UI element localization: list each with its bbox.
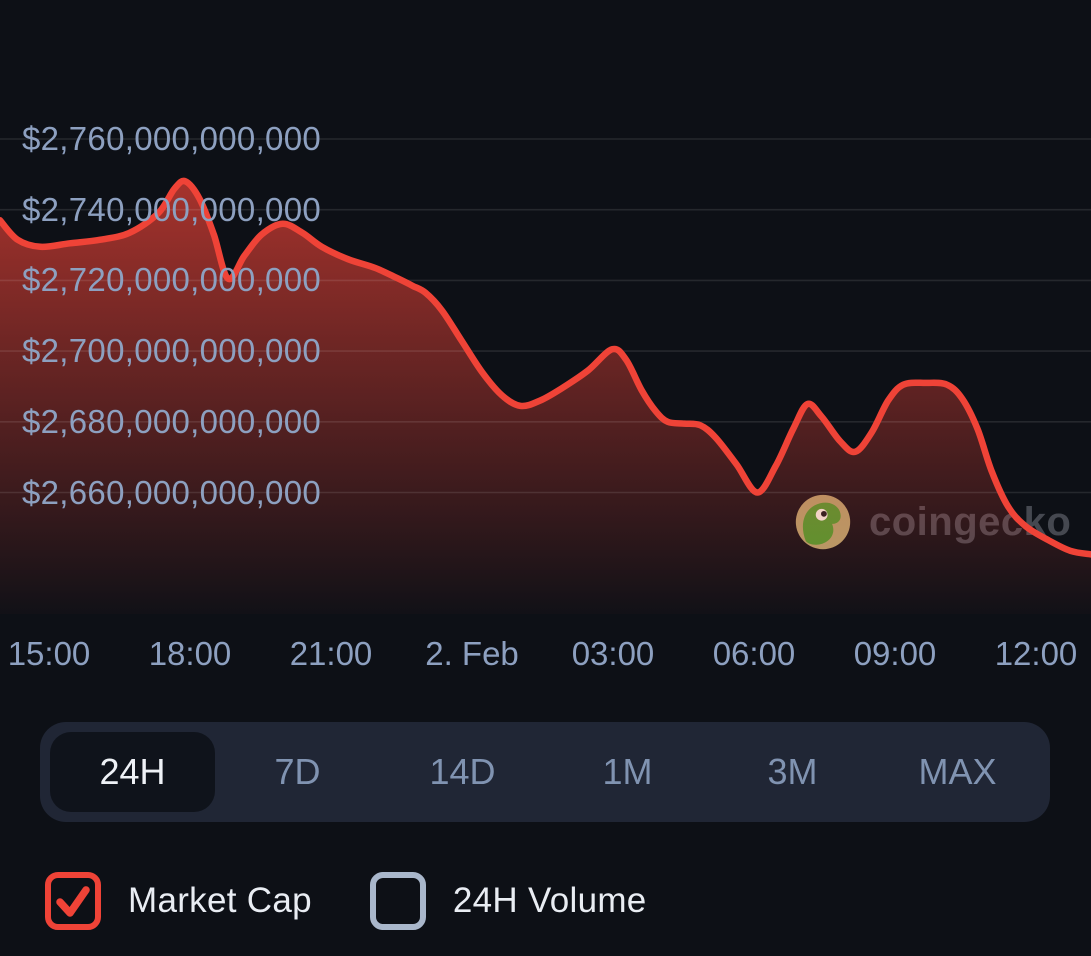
unchecked-checkbox-icon[interactable] [369, 872, 426, 930]
market-cap-line [0, 177, 1091, 558]
x-axis-label: 21:00 [289, 635, 373, 672]
chart-legend: Market Cap 24H Volume [45, 872, 647, 930]
x-axis-label: 18:00 [148, 635, 232, 672]
x-axis-label: 03:00 [571, 635, 655, 672]
market-cap-area-chart[interactable] [0, 0, 1091, 680]
y-axis-label: $2,660,000,000,000 [22, 473, 322, 511]
range-button-3m[interactable]: 3M [710, 732, 875, 812]
y-axis-label: $2,720,000,000,000 [22, 261, 322, 299]
range-button-max[interactable]: MAX [875, 732, 1040, 812]
range-button-14d[interactable]: 14D [380, 732, 545, 812]
range-button-1m[interactable]: 1M [545, 732, 710, 812]
legend-label: Market Cap [128, 881, 312, 920]
y-axis-label: $2,760,000,000,000 [22, 120, 322, 157]
time-range-selector: 24H 7D 14D 1M 3M MAX [40, 722, 1050, 822]
gridlines [0, 138, 1091, 494]
legend-label: 24H Volume [452, 881, 647, 920]
range-button-7d[interactable]: 7D [215, 732, 380, 812]
x-axis-label: 2. Feb [425, 635, 519, 672]
checkmark-icon [56, 886, 90, 917]
x-axis-label: 12:00 [994, 635, 1078, 672]
legend-item-24h-volume[interactable]: 24H Volume [369, 872, 647, 930]
x-axis-label: 15:00 [7, 635, 91, 672]
y-axis-label: $2,700,000,000,000 [22, 332, 322, 370]
market-cap-area-fill [0, 180, 1091, 614]
x-axis-label: 09:00 [853, 635, 937, 672]
range-button-24h[interactable]: 24H [50, 732, 215, 812]
x-axis-label: 06:00 [712, 635, 796, 672]
legend-item-market-cap[interactable]: Market Cap [45, 872, 312, 930]
y-axis-label: $2,680,000,000,000 [22, 402, 322, 440]
y-axis-label: $2,740,000,000,000 [22, 190, 322, 228]
checked-checkbox-icon[interactable] [45, 872, 101, 930]
